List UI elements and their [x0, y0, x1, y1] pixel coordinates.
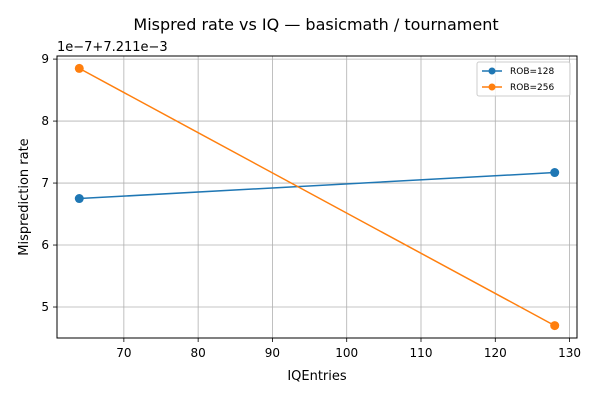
series-line-2 [78, 67, 556, 327]
legend: ROB=128 ROB=256 [476, 61, 571, 97]
series-layer [74, 63, 560, 331]
y-tick-label: 9 [41, 52, 49, 66]
data-point [550, 321, 560, 331]
x-tick-label: 130 [558, 346, 581, 360]
y-axis-label: Misprediction rate [17, 138, 32, 255]
x-tick-label: 80 [191, 346, 206, 360]
grid [57, 56, 577, 338]
legend-label: ROB=256 [510, 83, 555, 93]
y-axis-offset-label: 1e−7+7.211e−3 [57, 40, 168, 55]
x-tick-label: 100 [335, 346, 358, 360]
data-point [74, 63, 84, 73]
y-tick-label: 5 [41, 300, 49, 314]
y-tick-label: 8 [41, 114, 49, 128]
axis-ticks: 70 80 90 100 110 120 130 5 6 7 8 9 [41, 52, 581, 360]
y-tick-label: 6 [41, 238, 49, 252]
data-point [74, 194, 84, 204]
data-point [550, 168, 560, 178]
plot-area-frame [56, 55, 578, 339]
series-line-1 [79, 171, 555, 200]
x-axis-label: IQEntries [287, 369, 347, 384]
x-tick-label: 120 [484, 346, 507, 360]
y-tick-label: 7 [41, 176, 49, 190]
legend-marker [488, 83, 496, 91]
legend-marker [488, 67, 496, 75]
x-tick-label: 110 [410, 346, 433, 360]
x-tick-label: 90 [265, 346, 280, 360]
chart-title: Mispred rate vs IQ — basicmath / tournam… [133, 15, 498, 34]
x-tick-label: 70 [116, 346, 131, 360]
legend-label: ROB=128 [510, 67, 555, 77]
